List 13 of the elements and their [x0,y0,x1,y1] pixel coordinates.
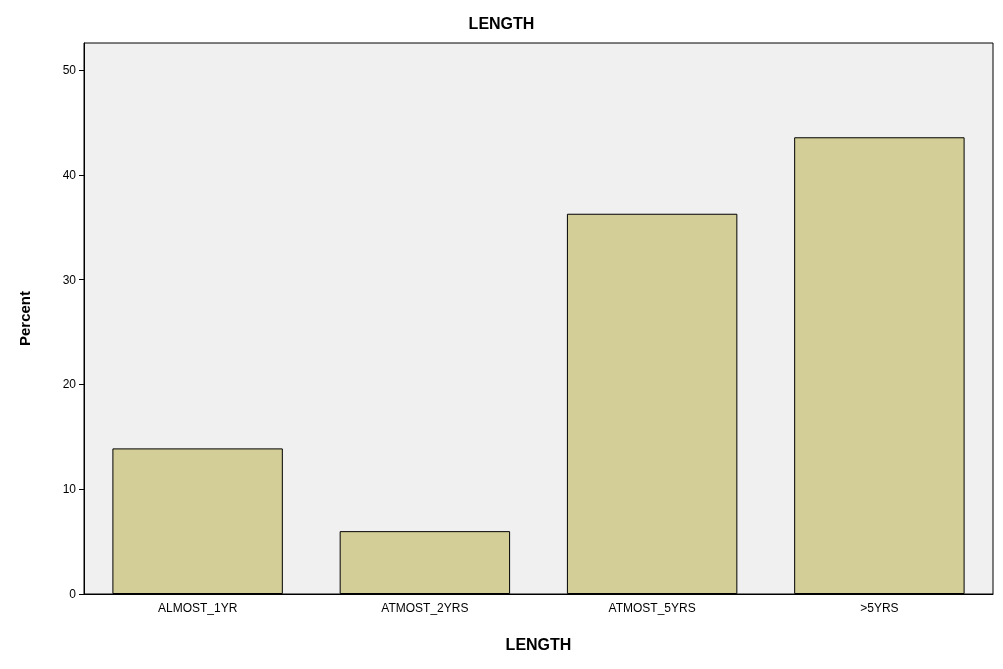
y-tick-label: 50 [62,63,77,78]
chart-title: LENGTH [468,14,535,32]
y-tick-label: 30 [62,272,77,287]
x-tick-label: >5YRS [860,601,899,615]
y-tick-label: 40 [62,167,77,182]
x-tick-label: ALMOST_1YR [157,601,238,615]
y-tick-label: 10 [62,482,77,497]
y-tick-label: 0 [69,587,77,601]
x-axis-title: LENGTH [505,635,572,653]
x-tick-label: ATMOST_2YRS [381,601,469,615]
x-tick-label: ATMOST_5YRS [608,601,696,615]
y-axis-title: Percent [16,290,33,347]
y-tick-label: 20 [62,377,77,392]
